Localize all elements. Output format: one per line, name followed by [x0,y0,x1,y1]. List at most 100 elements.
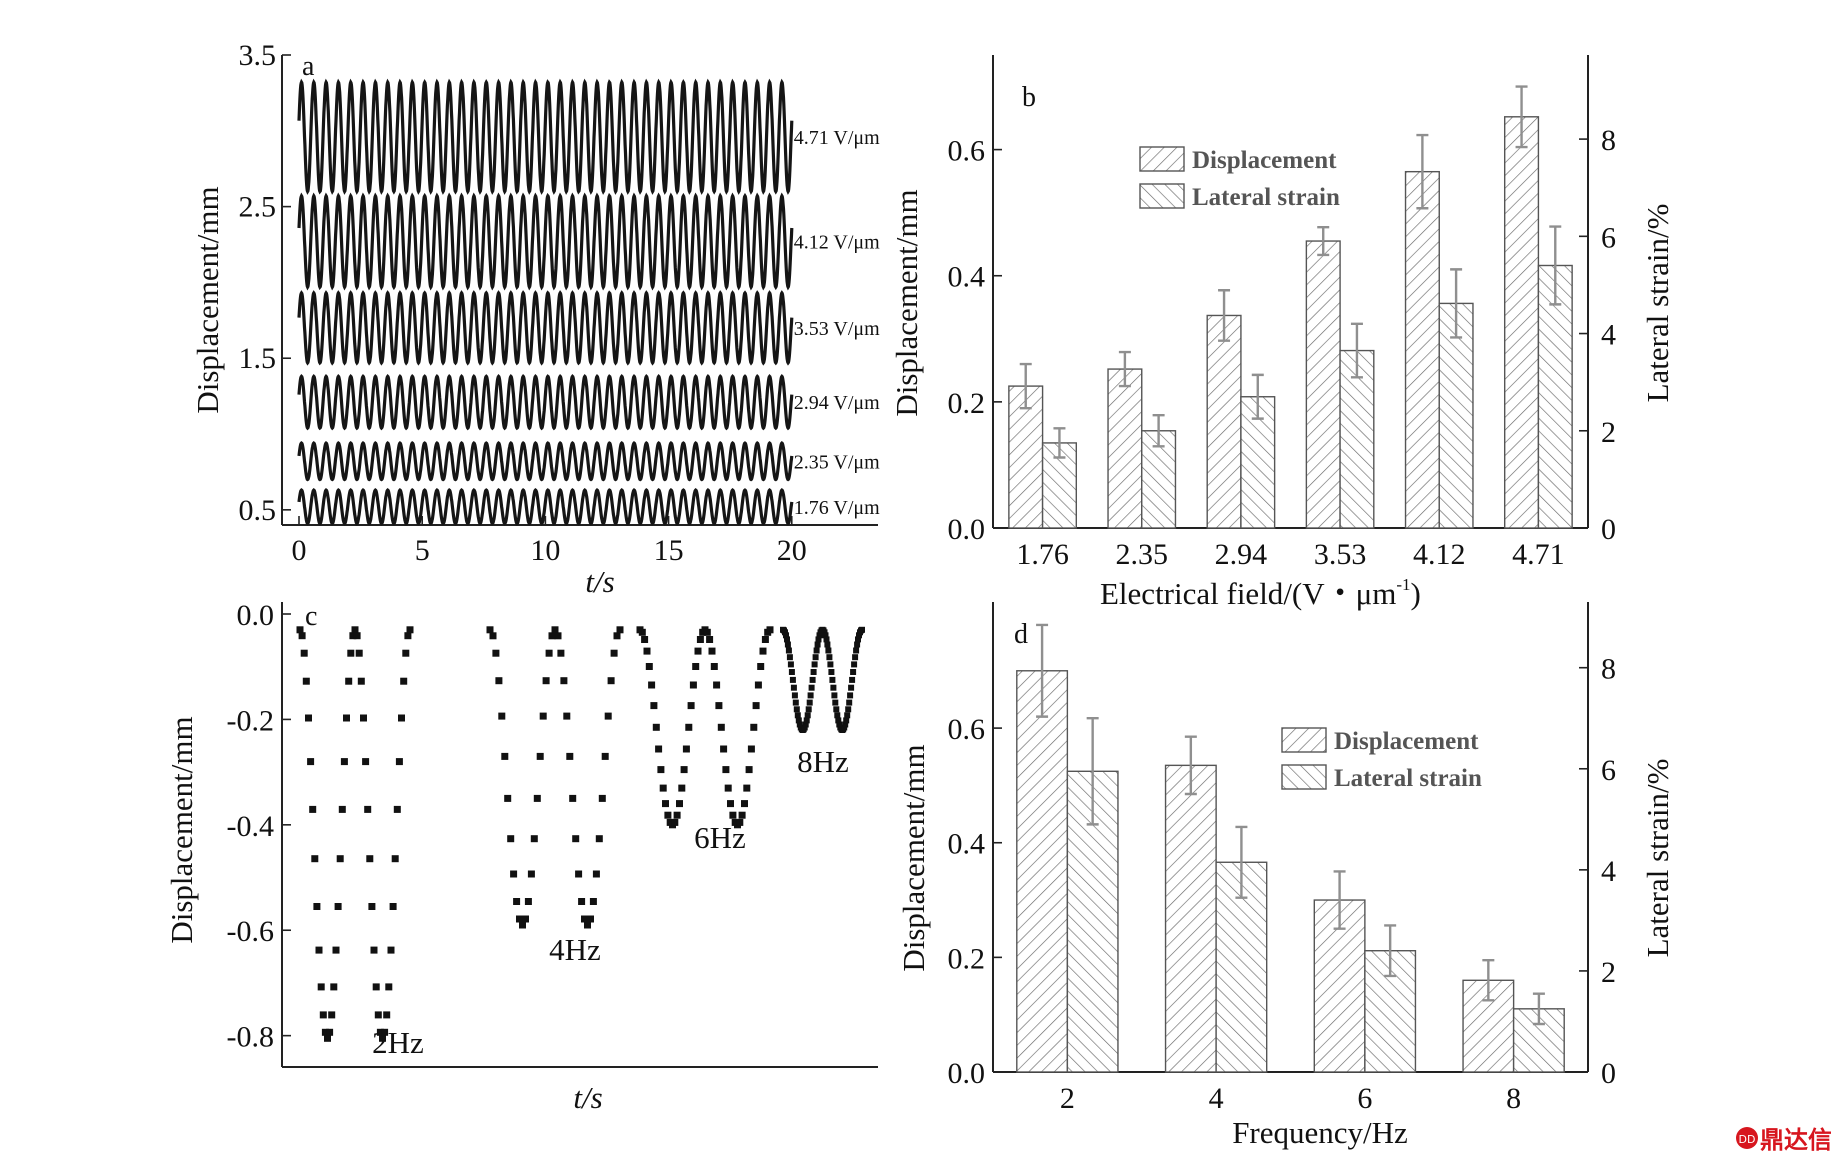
panel-d-ytick-label: 0.0 [948,1057,986,1090]
panel-b-errorbar-displacement [1019,362,1032,410]
panel-c-data-point [309,805,317,813]
panel-c-data-point [853,647,860,654]
panel-c-data-point [833,706,840,713]
panel-c-data-point [522,915,529,923]
panel-d-y2tick-label: 6 [1601,754,1616,787]
panel-c-data-point [692,663,700,670]
panel-c-data-point [842,721,849,728]
panel-c-data-point [498,712,506,720]
panel-c-data-point [376,1028,384,1036]
watermark: DD 鼎达信 [1736,1126,1831,1154]
panel-c-data-point [752,702,760,710]
panel-c-ytick-label: -0.6 [227,915,275,948]
panel-b-bar-displacement [1206,314,1242,529]
panel-d-ytick-label: 0.4 [948,828,986,861]
panel-c-data-point [578,898,586,905]
panel-c-series-label: 6Hz [694,820,746,855]
panel-c-data-point [682,745,690,753]
panel-c-data-point [794,712,801,719]
panel-c-data-point [802,721,809,728]
panel-d-legend-displacement: Displacement [1334,728,1479,755]
panel-c-data-point [595,835,603,843]
panel-c-data-point [806,699,813,706]
panel-b-xlabel-main: Electrical field [1100,576,1284,611]
panel-c-data-point [694,647,702,655]
panel-d-errorbar-lateral-strain [1532,992,1545,1026]
panel-c-data-point [307,758,315,766]
panel-c-data-point [822,632,829,639]
panel-d-legend-swatch-lateral-strain [1281,764,1327,790]
panel-c-data-point [745,766,753,774]
panel-a-series-label: 3.53 V/μm [794,318,880,340]
panel-c-data-point [804,712,811,719]
watermark-text: 鼎达信 [1760,1126,1831,1154]
panel-c-data-point [404,632,412,640]
panel-a-ytick-label: 1.5 [239,342,277,375]
panel-c-data-point [560,677,568,685]
panel-c-data-point [676,800,683,808]
panel-c-data-point [738,811,746,819]
panel-c-data-point [387,946,395,954]
panel-c-data-point [395,758,403,766]
panel-c-data-point [805,706,812,713]
panel-c-data-point [357,677,365,685]
panel-c-data-point [336,855,344,863]
panel-b-bar-lateral-strain [1438,302,1474,529]
panel-b-ytick-label: 0.6 [948,135,986,168]
panel-c-data-point [328,1011,336,1019]
panel-c-data-point [824,641,831,648]
panel-c-series-label: 2Hz [372,1025,424,1060]
panel-b-ytick-label: 0.2 [948,387,986,420]
panel-c-data-point [795,717,802,724]
panel-c-data-point [835,717,842,724]
panel-c-data-point [803,717,810,724]
panel-c-xlabel-text: t/s [573,1080,602,1115]
panel-b-legend-swatch-displacement [1139,146,1185,172]
panel-b-bar-lateral-strain [1537,264,1573,529]
panel-b-letter: b [1022,82,1036,113]
panel-c-data-point [812,654,819,661]
panel-c-data-point [680,766,688,774]
panel-c-data-point [845,706,852,713]
panel-c-data-point [300,649,308,657]
panel-c-data-point [814,641,821,648]
panel-b-errorbar-lateral-strain [1053,427,1066,459]
panel-b-bar-displacement [1107,368,1143,529]
panel-c-data-point [324,1034,331,1042]
panel-c-data-point [708,647,716,655]
panel-c-data-point [720,745,728,753]
panel-c-data-point [689,681,697,689]
panel-c-data-point [829,676,836,683]
panel-d-xtick-label: 6 [1357,1082,1372,1115]
panel-c-data-point [598,794,606,802]
panel-d-xtick-label: 2 [1060,1082,1075,1115]
panel-a-series-label: 4.71 V/μm [794,127,880,149]
panel-c-data-point [527,870,535,878]
panel-c-data-point [832,699,839,706]
panel-d-errorbar-lateral-strain [1384,924,1397,978]
panel-c-data-point [791,692,798,699]
panel-c-data-point [854,641,861,648]
panel-c-data-point [360,714,367,722]
panel-c-data-point [355,649,363,657]
panel-c-data-point [313,903,321,910]
panel-c-data-point [584,921,591,929]
panel-a-series-line [297,290,794,366]
panel-c-data-point [317,983,325,991]
panel-d-ytick-label: 0.6 [948,713,986,746]
panel-d-legend-lateral-strain: Lateral strain [1334,765,1482,792]
panel-a-ytick-label: 3.5 [239,39,277,72]
panel-c-data-point [332,946,340,954]
panel-c-data-point [607,677,615,685]
panel-c-data-point [850,669,857,675]
panel-b-xtick-label: 3.53 [1314,538,1367,571]
panel-c-data-point [536,752,544,760]
panel-c-ylabel: Displacement/mm [164,716,199,943]
panel-c-data-point [610,649,618,657]
panel-c-data-point [847,692,854,699]
panel-c-data-point [492,649,500,657]
panel-c-data-point [792,699,799,706]
panel-d-errorbar-lateral-strain [1235,825,1248,899]
panel-d-xtick-label: 8 [1506,1082,1521,1115]
panel-c-data-point [381,1028,389,1036]
